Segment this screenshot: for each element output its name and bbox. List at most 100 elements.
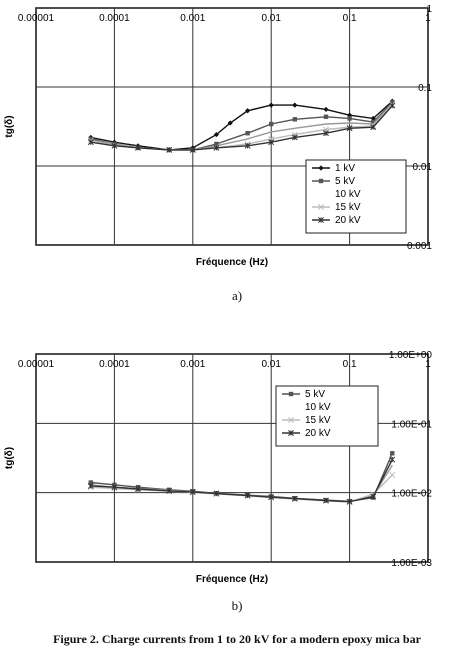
y-tick-label: 1.00E-02 bbox=[391, 489, 432, 500]
legend-label: 10 kV bbox=[305, 402, 331, 413]
legend-label: 15 kV bbox=[335, 202, 361, 213]
chart-b: 0.00001 0.0001 0.001 0.01 0.1 11.00E+00 1.00E-… bbox=[4, 350, 433, 585]
legend-label: 20 kV bbox=[335, 215, 361, 226]
data-point bbox=[213, 131, 220, 138]
legend: 1 kV 5 kV 10 kV 15 kV 20 kV bbox=[305, 159, 407, 234]
data-point bbox=[244, 108, 251, 114]
data-point bbox=[244, 492, 251, 499]
data-point bbox=[213, 144, 220, 151]
series-20-kv bbox=[87, 456, 396, 505]
legend-item: 10 kV bbox=[305, 402, 331, 413]
data-point bbox=[291, 134, 298, 141]
legend-item: 5 kV bbox=[282, 389, 325, 400]
legend-item: 15 kV bbox=[312, 202, 361, 213]
x-axis-label: Fréquence (Hz) bbox=[196, 257, 268, 268]
y-tick-label: 1.00E-01 bbox=[391, 419, 432, 430]
x-tick-label: 0.01 bbox=[261, 13, 281, 24]
y-tick-label: 1.00E-03 bbox=[391, 558, 432, 569]
legend-label: 5 kV bbox=[305, 389, 325, 400]
data-point bbox=[318, 178, 324, 184]
x-tick-label: 0.1 bbox=[343, 359, 357, 370]
x-tick-label: 1 bbox=[425, 13, 431, 24]
data-point bbox=[292, 102, 298, 108]
data-point bbox=[323, 114, 329, 119]
data-point bbox=[370, 124, 377, 131]
legend-label: 20 kV bbox=[305, 428, 331, 439]
data-point bbox=[111, 484, 118, 491]
data-point bbox=[87, 139, 94, 146]
data-point bbox=[245, 131, 250, 136]
chart-a: 0.00001 0.0001 0.001 0.01 0.1 11 0.1 0.01 0.001 F… bbox=[4, 4, 433, 268]
x-tick-label: 0.00001 bbox=[18, 13, 55, 24]
series-20-kv bbox=[87, 102, 396, 153]
legend-box bbox=[305, 159, 407, 234]
data-point bbox=[370, 493, 377, 500]
data-point bbox=[323, 106, 329, 113]
x-tick-label: 0.0001 bbox=[99, 359, 130, 370]
data-point bbox=[318, 165, 324, 171]
y-axis-label: tg(δ) bbox=[4, 115, 15, 137]
data-point bbox=[288, 391, 294, 397]
panel-label-a: a) bbox=[231, 288, 243, 303]
data-point bbox=[347, 116, 352, 121]
data-point bbox=[288, 430, 294, 436]
x-tick-label: 0.0001 bbox=[99, 13, 130, 24]
data-point bbox=[346, 125, 353, 132]
data-point bbox=[389, 456, 396, 463]
data-point bbox=[323, 497, 329, 504]
y-tick-label: 1.00E+00 bbox=[389, 350, 433, 361]
data-point bbox=[87, 482, 94, 489]
data-point bbox=[268, 139, 275, 146]
data-point bbox=[370, 115, 376, 122]
data-point bbox=[390, 100, 395, 105]
data-point bbox=[389, 102, 396, 109]
y-tick-label: 0.1 bbox=[418, 83, 432, 94]
legend-label: 10 kV bbox=[335, 189, 361, 200]
data-point bbox=[111, 142, 118, 149]
data-point bbox=[268, 102, 274, 108]
legend-label: 5 kV bbox=[335, 176, 355, 187]
data-point bbox=[213, 490, 220, 497]
data-point bbox=[166, 146, 173, 153]
panel-label-b: b) bbox=[231, 598, 243, 613]
data-point bbox=[292, 117, 298, 122]
x-axis-label: Fréquence (Hz) bbox=[196, 574, 268, 585]
data-point bbox=[88, 480, 93, 485]
y-tick-label: 0.01 bbox=[413, 162, 433, 173]
data-point bbox=[346, 498, 353, 505]
legend-item: 1 kV bbox=[312, 163, 355, 174]
plot-area bbox=[35, 353, 429, 563]
data-point bbox=[189, 146, 196, 153]
legend-item: 20 kV bbox=[312, 215, 361, 226]
data-point bbox=[389, 472, 396, 478]
data-point bbox=[244, 142, 251, 149]
data-point bbox=[323, 130, 329, 137]
x-tick-label: 0.001 bbox=[180, 13, 205, 24]
data-point bbox=[347, 112, 353, 118]
data-point bbox=[269, 121, 274, 127]
data-point bbox=[318, 217, 324, 223]
legend-label: 15 kV bbox=[305, 415, 331, 426]
y-axis-label: tg(δ) bbox=[4, 447, 15, 469]
data-point bbox=[88, 136, 93, 142]
legend-label: 1 kV bbox=[335, 163, 355, 174]
data-point bbox=[318, 204, 324, 210]
legend-item: 15 kV bbox=[282, 415, 331, 426]
data-point bbox=[291, 495, 298, 502]
legend: 5 kV 10 kV 15 kV 20 kV bbox=[275, 385, 379, 447]
legend-item: 5 kV bbox=[312, 176, 355, 187]
data-point bbox=[214, 141, 219, 147]
x-tick-label: 1 bbox=[425, 359, 431, 370]
y-tick-label: 1 bbox=[426, 4, 432, 15]
y-tick-label: 0.001 bbox=[407, 241, 432, 252]
legend-item: 20 kV bbox=[282, 428, 331, 439]
data-point bbox=[288, 417, 294, 423]
x-tick-label: 0.00001 bbox=[18, 359, 55, 370]
data-point bbox=[227, 120, 233, 126]
figure-caption: Figure 2. Charge currents from 1 to 20 k… bbox=[53, 632, 421, 646]
x-tick-label: 0.001 bbox=[180, 359, 205, 370]
data-point bbox=[268, 494, 275, 501]
x-tick-label: 0.1 bbox=[343, 13, 357, 24]
data-point bbox=[371, 119, 376, 125]
data-point bbox=[135, 486, 141, 492]
